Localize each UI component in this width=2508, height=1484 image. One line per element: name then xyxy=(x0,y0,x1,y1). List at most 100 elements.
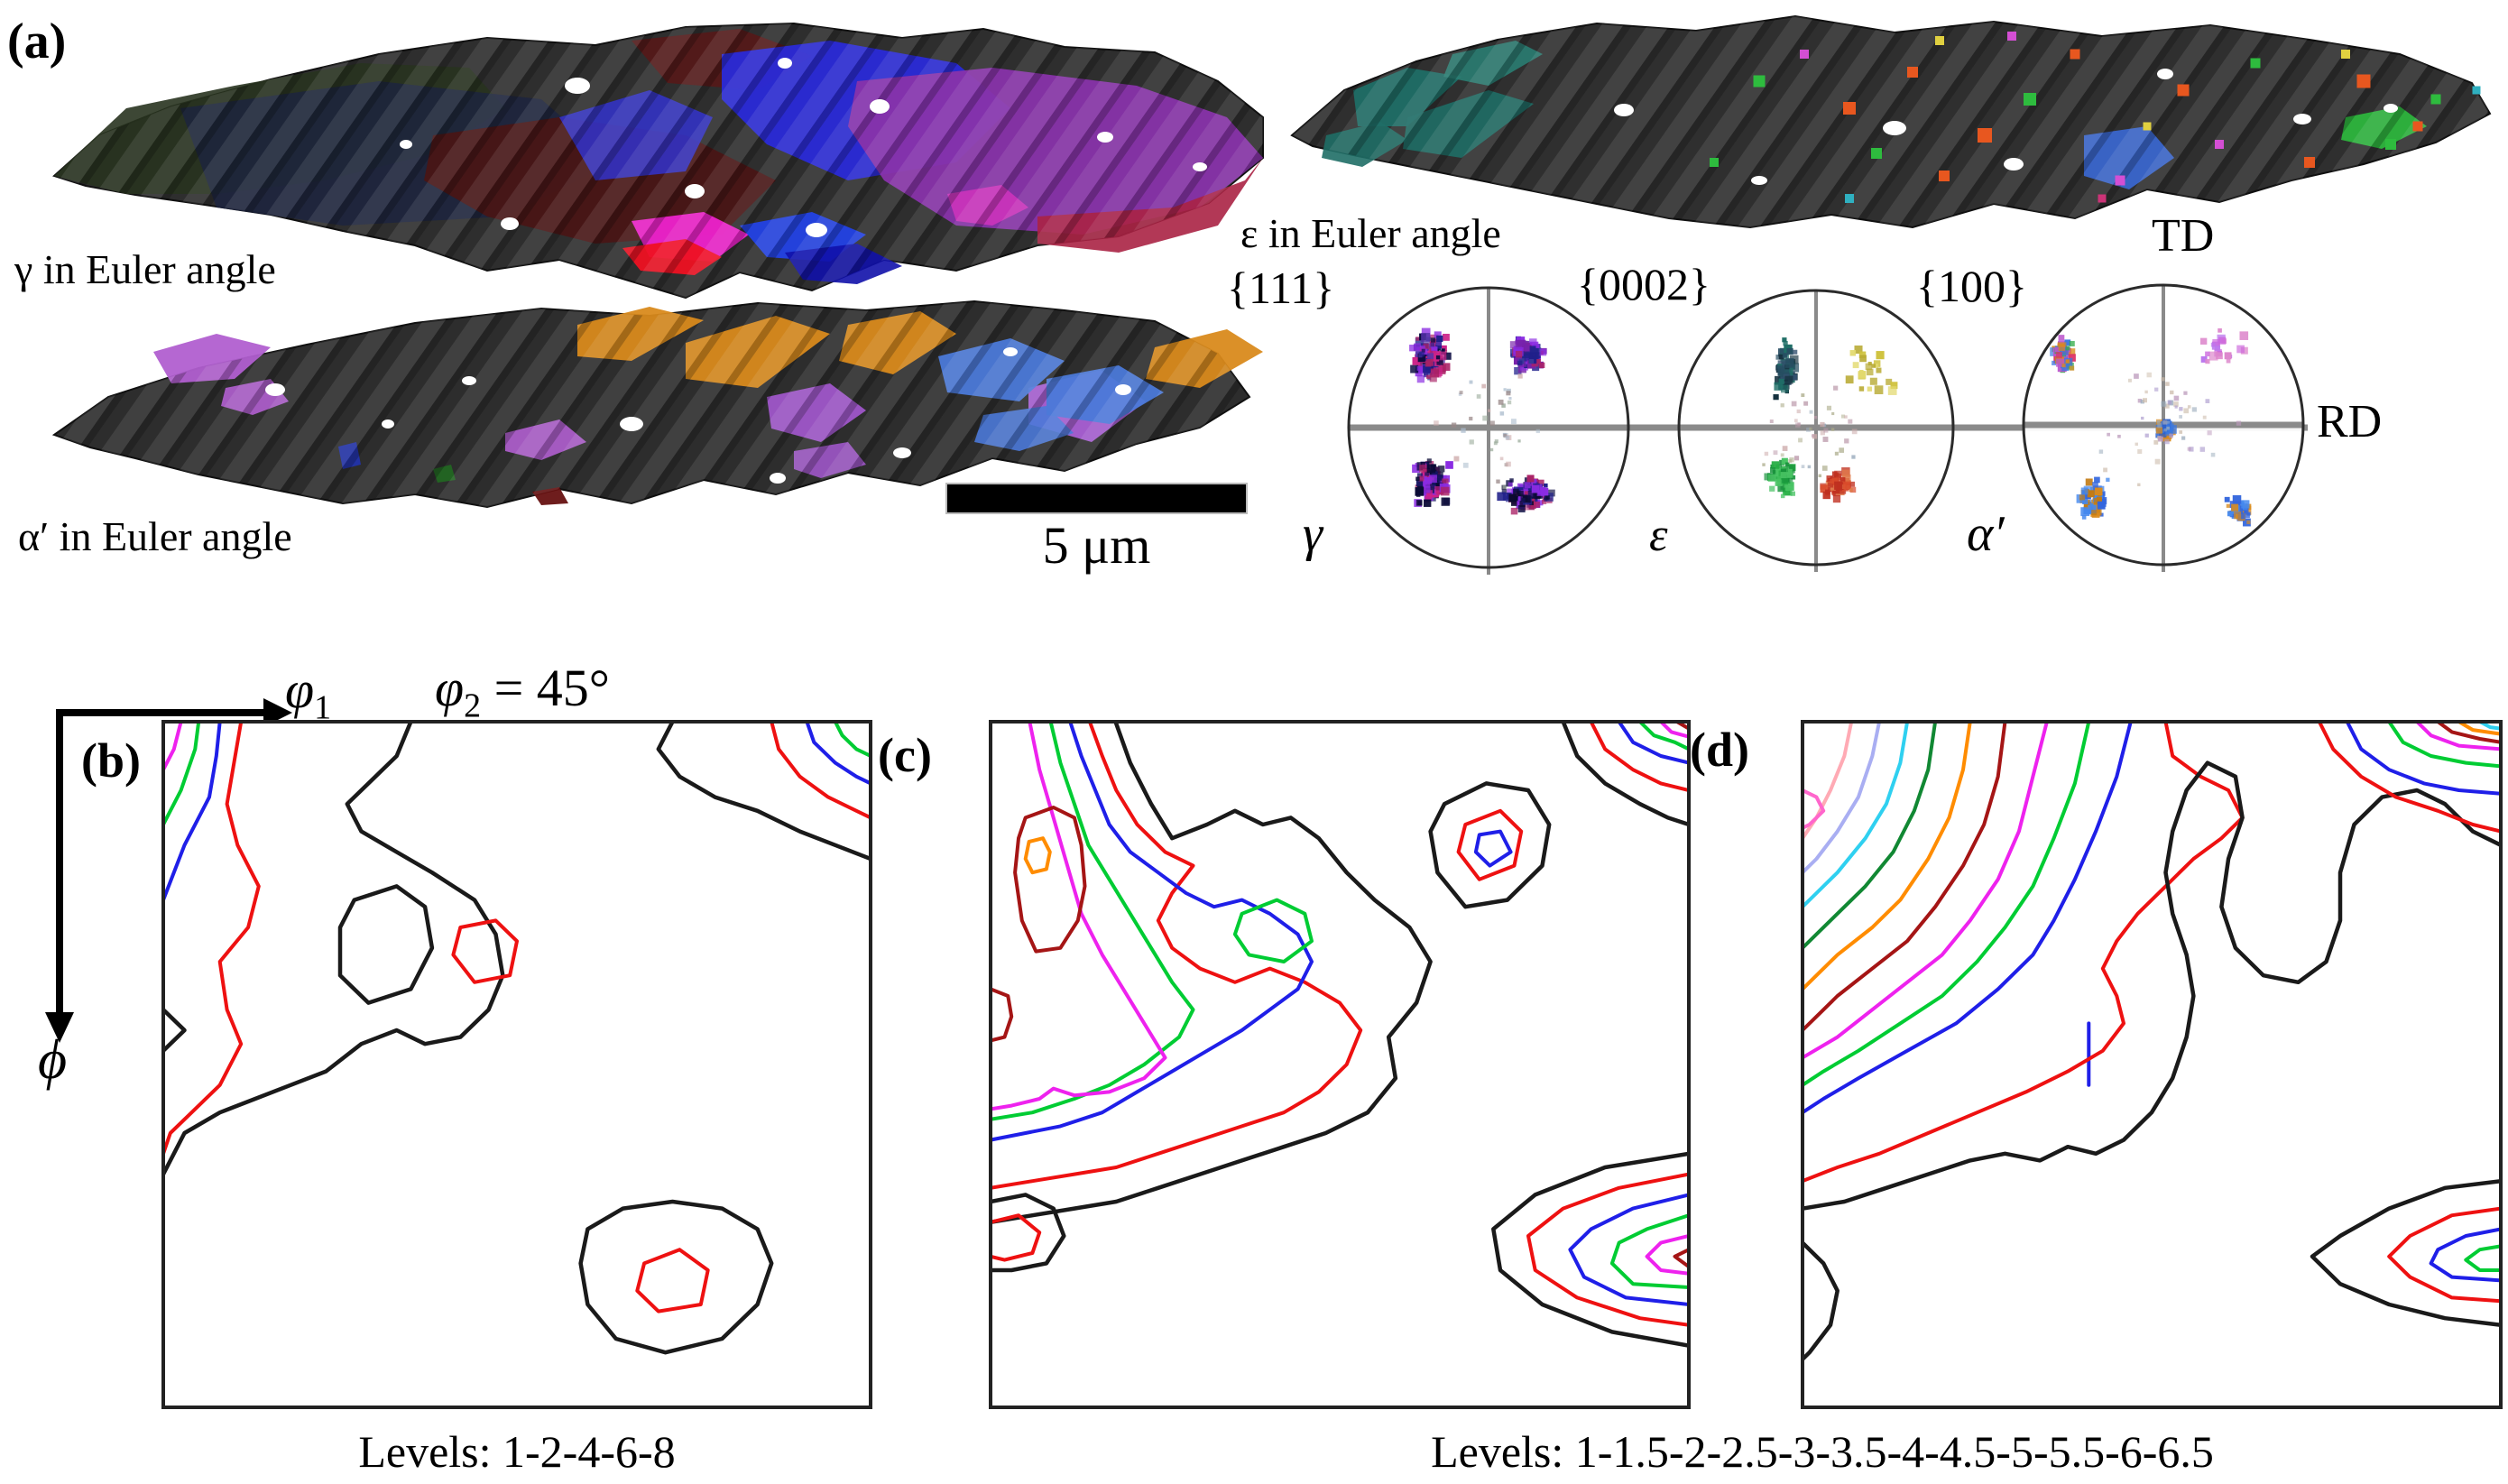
contour-line-magenta xyxy=(163,722,183,772)
ebsd-speckle xyxy=(1978,128,1992,143)
pole-scatter-point xyxy=(2157,423,2162,429)
pole-scatter-point xyxy=(1849,481,1855,487)
pole-scatter-point xyxy=(2064,339,2071,346)
pole-scatter-point xyxy=(2069,365,2075,371)
pole-scatter-point xyxy=(1415,352,1420,357)
odf-contours xyxy=(163,722,871,1355)
pole-scatter-point xyxy=(2236,420,2242,426)
pole-scatter-point xyxy=(1442,478,1449,485)
pole-scatter-point xyxy=(1844,438,1849,444)
pole-scatter-point xyxy=(1784,359,1793,368)
pole-scatter-point xyxy=(1784,483,1789,488)
pole-scatter-point xyxy=(1822,491,1830,500)
contour-line-green xyxy=(1232,898,1314,963)
pole-scatter-point xyxy=(1503,433,1508,438)
ebsd-speckle xyxy=(2412,121,2423,132)
pole-scatter-point xyxy=(2181,436,2186,440)
pole-scatter-point xyxy=(1489,420,1495,426)
odf-panel-d xyxy=(1801,720,2503,1409)
pole-scatter-point xyxy=(1787,468,1793,474)
pole-scatter-point xyxy=(1505,435,1510,440)
contour-line-blue xyxy=(1803,722,2133,1115)
pole-scatter-point xyxy=(1527,490,1536,499)
pole-scatter-point xyxy=(2155,427,2163,434)
pole-scatter-point xyxy=(1451,422,1457,428)
contour-line-lavender xyxy=(1803,722,1882,875)
pole-scatter-point xyxy=(2231,503,2239,512)
pole-scatter-point xyxy=(2103,467,2107,473)
contour-line-red xyxy=(1803,722,2245,1184)
pole-scatter-point xyxy=(1424,499,1432,507)
pole-scatter-point xyxy=(2164,403,2170,409)
pole-scatter-point xyxy=(1494,439,1498,444)
ebsd-speckle xyxy=(2177,84,2190,97)
pole-scatter-point xyxy=(1461,428,1466,433)
pole-scatter-point xyxy=(1858,386,1865,392)
pole-scatter-point xyxy=(2212,338,2220,347)
pole-scatter-point xyxy=(2161,377,2165,382)
ebsd-striation-overlay xyxy=(54,23,1263,298)
pole-scatter-point xyxy=(2173,401,2179,407)
pole-scatter-point xyxy=(1520,494,1528,502)
contour-line-black xyxy=(1491,1151,1689,1348)
ebsd-hole xyxy=(382,419,394,429)
pole-scatter-point xyxy=(2068,348,2076,355)
pole-scatter-point xyxy=(1517,487,1524,493)
pole-scatter-point xyxy=(2065,359,2070,364)
pole-scatter-point xyxy=(1776,365,1784,373)
odf-contours xyxy=(1803,722,2501,1362)
ebsd-hole xyxy=(1614,104,1634,116)
pole-scatter-point xyxy=(1886,378,1893,385)
contour-line-red xyxy=(1456,808,1524,881)
ebsd-speckle xyxy=(2341,50,2350,59)
pole-scatter-point xyxy=(1823,428,1829,433)
ebsd-hole xyxy=(1003,347,1018,356)
pole-scatter-point xyxy=(2162,432,2171,442)
odf-panel-bg xyxy=(991,722,1689,1407)
pole-scatter-point xyxy=(2165,382,2170,386)
pole-scatter-point xyxy=(1840,477,1846,484)
pole-scatter-point xyxy=(1435,343,1443,349)
pole-scatter-point xyxy=(1427,353,1434,360)
contour-line-black xyxy=(163,1007,187,1054)
pole-scatter-point xyxy=(2144,433,2149,438)
pole-scatter-point xyxy=(1790,363,1799,373)
pole-scatter-point xyxy=(2065,346,2070,351)
contour-line-hotpink xyxy=(1803,788,1826,830)
pole-scatter-point xyxy=(1782,337,1787,343)
ebsd-speckle xyxy=(1907,67,1918,78)
pole-scatter-point xyxy=(1834,470,1842,478)
pole-scatter-point xyxy=(1797,422,1801,426)
pole-scatter-point xyxy=(1773,394,1779,401)
contour-line-red xyxy=(451,918,519,984)
pole-scatter-point xyxy=(1769,485,1775,492)
pole-scatter-point xyxy=(1502,485,1507,489)
pole-scatter-point xyxy=(1501,489,1508,494)
contour-line-black xyxy=(578,1199,774,1355)
pole-scatter-point xyxy=(1508,493,1517,502)
pole-scatter-point xyxy=(1782,365,1790,374)
phi-arrowhead-icon xyxy=(45,1012,74,1043)
pole-scatter-point xyxy=(2226,358,2231,364)
ebsd-hole xyxy=(1751,176,1767,185)
pole-scatter-point xyxy=(1773,450,1778,456)
contour-line-magenta xyxy=(991,722,1167,1111)
pole-scatter-point xyxy=(1809,410,1813,414)
contour-line-black xyxy=(991,722,1433,1225)
pole-scatter-point xyxy=(1443,333,1450,341)
pole-scatter-point xyxy=(2202,415,2207,419)
pole-scatter-point xyxy=(1769,419,1774,424)
pole-scatter-point xyxy=(1426,374,1431,379)
pole-scatter-point xyxy=(1431,346,1438,354)
pole-scatter-point xyxy=(2179,407,2183,411)
pole-scatter-point xyxy=(1831,477,1839,484)
pole-scatter-point xyxy=(1423,343,1430,350)
contour-line-black xyxy=(2310,1178,2501,1328)
pole-scatter-point xyxy=(1469,439,1474,445)
pole-scatter-point xyxy=(1416,365,1422,371)
pole-scatter-point xyxy=(1526,475,1535,483)
pole-scatter-point xyxy=(1526,485,1533,493)
pole-scatter-point xyxy=(1415,487,1425,496)
pole-scatter-point xyxy=(1440,486,1450,496)
pole-scatter-point xyxy=(2173,395,2180,401)
